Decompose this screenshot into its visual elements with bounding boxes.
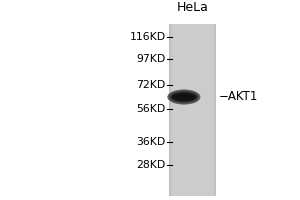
Ellipse shape <box>170 91 198 103</box>
Ellipse shape <box>168 90 200 104</box>
Ellipse shape <box>168 90 200 104</box>
Text: 116KD: 116KD <box>130 32 166 42</box>
Ellipse shape <box>169 91 199 103</box>
Ellipse shape <box>171 92 197 102</box>
Ellipse shape <box>167 90 200 104</box>
Ellipse shape <box>169 90 199 104</box>
Ellipse shape <box>168 90 200 104</box>
Ellipse shape <box>169 91 198 103</box>
Text: 97KD: 97KD <box>136 54 166 64</box>
Ellipse shape <box>170 92 197 102</box>
Ellipse shape <box>169 91 199 103</box>
Bar <box>171 24 172 196</box>
Text: 56KD: 56KD <box>136 104 166 114</box>
Ellipse shape <box>170 91 198 103</box>
Ellipse shape <box>171 92 196 102</box>
Ellipse shape <box>172 93 196 101</box>
Bar <box>169 24 216 196</box>
Ellipse shape <box>170 92 197 102</box>
Ellipse shape <box>175 94 193 100</box>
Bar <box>170 24 171 196</box>
Text: 36KD: 36KD <box>136 137 166 147</box>
Ellipse shape <box>172 93 196 101</box>
Bar <box>215 24 216 196</box>
Bar <box>214 24 215 196</box>
Ellipse shape <box>171 92 197 102</box>
Ellipse shape <box>172 93 196 101</box>
Bar <box>169 24 170 196</box>
Text: HeLa: HeLa <box>177 1 209 14</box>
Ellipse shape <box>168 90 200 104</box>
Text: 28KD: 28KD <box>136 160 166 170</box>
Text: −AKT1: −AKT1 <box>218 90 258 104</box>
Text: 72KD: 72KD <box>136 80 166 90</box>
Ellipse shape <box>172 93 196 101</box>
